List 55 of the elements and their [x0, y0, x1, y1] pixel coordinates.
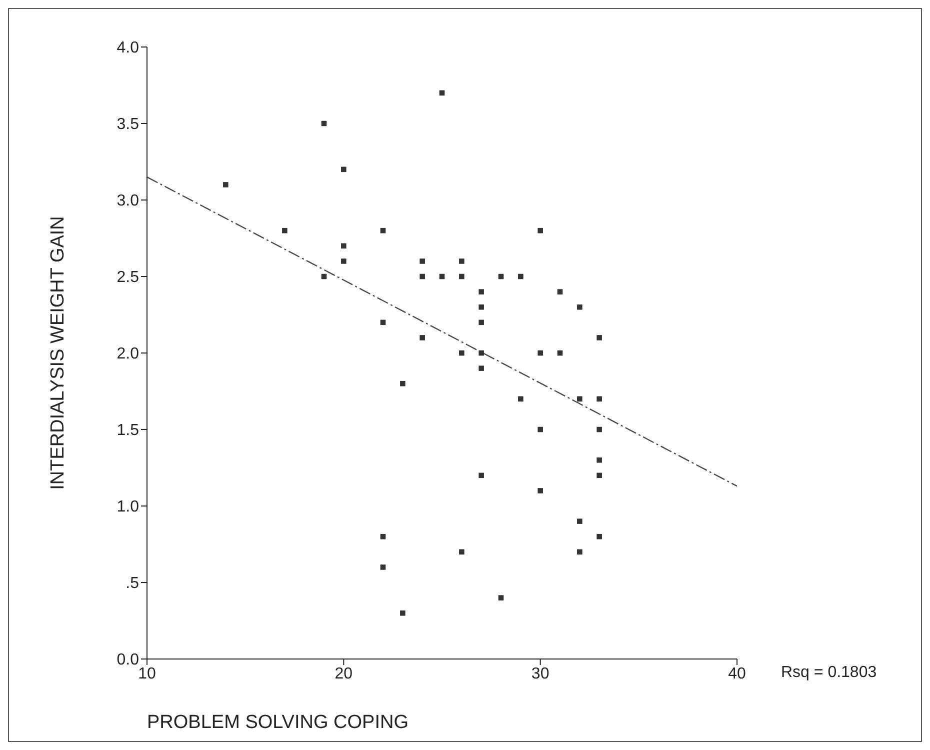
point [223, 182, 228, 188]
point [577, 396, 582, 402]
text: Rsq = 0.1803 [781, 664, 877, 682]
point [538, 350, 543, 356]
point [341, 243, 346, 249]
point [596, 396, 602, 402]
x-tick-label: 40 [728, 665, 746, 682]
point [596, 472, 602, 478]
point [478, 320, 484, 326]
point [400, 380, 406, 386]
point [478, 366, 484, 371]
point [341, 166, 346, 172]
y-tick-label: 4.0 [116, 40, 140, 57]
y-tick-label: 1.0 [116, 498, 140, 516]
point [538, 488, 543, 494]
y-tick-label: 3.0 [116, 192, 140, 210]
point [557, 289, 563, 294]
point [282, 228, 288, 234]
point [596, 534, 602, 540]
point [577, 518, 582, 524]
point [518, 396, 524, 402]
point [459, 350, 464, 356]
point [420, 258, 425, 264]
point [478, 304, 484, 310]
point [400, 610, 406, 616]
point [420, 274, 425, 280]
x-tick-label: 30 [531, 665, 550, 682]
point [498, 595, 504, 600]
point [478, 350, 484, 356]
y-tick-label: 0.0 [116, 652, 140, 669]
point [577, 304, 582, 310]
y-tick-label: 1.5 [116, 422, 140, 440]
y-tick-label: 2.5 [116, 269, 140, 286]
y-tick-label: 3.5 [116, 116, 140, 134]
point [538, 228, 543, 234]
point [577, 549, 582, 555]
x-tick-label: 20 [334, 665, 353, 682]
point [538, 426, 543, 432]
point [596, 457, 602, 463]
point [459, 274, 464, 280]
y-tick-label: 2.0 [116, 346, 140, 363]
x-axis-title: PROBLEM SOLVING COPING [147, 712, 408, 734]
point [420, 335, 425, 340]
point [596, 426, 602, 432]
x-tick-label: 10 [138, 665, 156, 682]
point [596, 335, 602, 340]
point [459, 258, 464, 264]
y-axis-title: INTERDIALYSIS WEIGHT GAIN [48, 216, 69, 490]
point [380, 564, 386, 570]
point [341, 258, 346, 264]
point [459, 549, 464, 555]
point [478, 289, 484, 294]
point [478, 472, 484, 478]
point [518, 274, 524, 280]
y-tick-label: .5 [126, 575, 140, 592]
